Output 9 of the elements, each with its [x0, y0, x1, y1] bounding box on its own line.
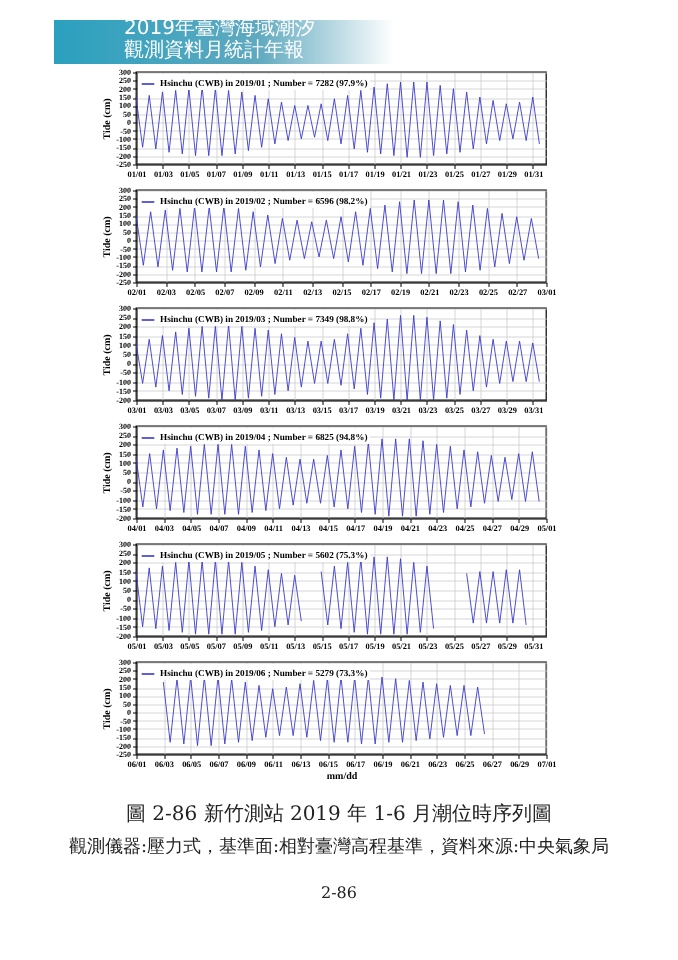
text: 觀測儀器:壓力式，基準面:相對臺灣高程基準，資料來源:中央氣象局	[66, 835, 612, 860]
text: 觀測資料月統計年報	[124, 39, 306, 62]
text: 2-86	[319, 884, 359, 902]
line-series	[135, 438, 540, 517]
caption: 圖 2-86 新竹測站 2019 年 1-6 月潮位時序列圖	[123, 801, 555, 828]
line-series	[135, 81, 540, 158]
line-series	[135, 199, 540, 275]
line-series	[135, 314, 540, 401]
line-series	[162, 676, 485, 747]
